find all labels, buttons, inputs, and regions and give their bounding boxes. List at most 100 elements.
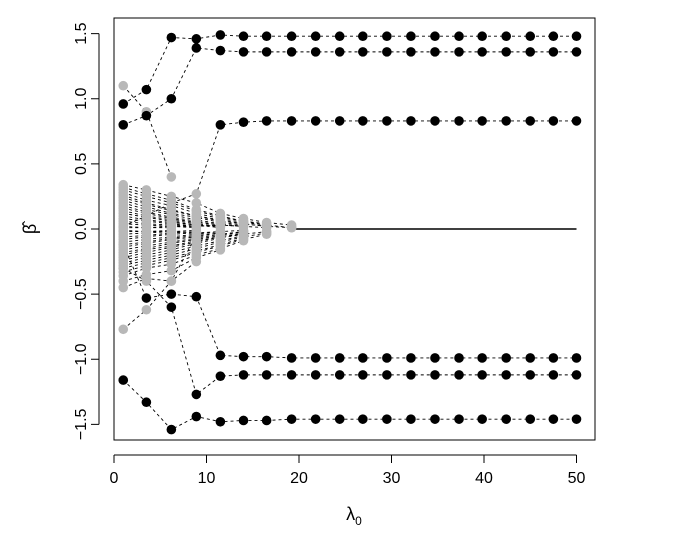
selected-point — [501, 47, 512, 57]
selected-point — [334, 414, 345, 424]
selected-point — [215, 350, 226, 361]
coefficient-points — [118, 30, 582, 435]
selected-point — [166, 289, 177, 299]
selected-point — [358, 414, 368, 424]
selected-point — [310, 47, 321, 57]
selected-point — [571, 116, 582, 126]
selected-point — [191, 389, 202, 400]
unselected-path-line — [123, 225, 172, 229]
selected-point — [191, 34, 202, 44]
selected-point — [215, 30, 226, 40]
selected-point — [548, 353, 559, 363]
selected-point — [525, 116, 536, 126]
x-axis-label-main: λ — [346, 504, 355, 524]
x-tick-label: 10 — [198, 470, 216, 487]
unselected-path-line — [123, 240, 244, 277]
selected-point — [382, 414, 392, 424]
selected-point — [191, 291, 202, 302]
selected-point — [261, 47, 272, 57]
selected-point — [571, 31, 582, 42]
selected-point — [118, 120, 129, 130]
x-tick-label: 30 — [383, 470, 401, 487]
selected-point — [334, 47, 345, 57]
selected-point — [286, 353, 297, 363]
unselected-point — [238, 225, 249, 236]
y-tick-label: −0.5 — [73, 278, 90, 310]
unselected-point — [191, 228, 202, 238]
selected-point — [261, 415, 272, 426]
unselected-point — [118, 239, 129, 250]
x-tick-label: 50 — [568, 470, 586, 487]
selected-point — [118, 99, 129, 109]
selected-point — [238, 351, 249, 362]
selected-point — [548, 31, 559, 42]
unselected-point — [286, 222, 297, 233]
y-axis-label: β̂ — [20, 221, 40, 234]
unselected-point — [166, 265, 177, 276]
selected-point — [406, 414, 416, 424]
selected-point — [454, 47, 464, 57]
unselected-path-line — [123, 218, 197, 227]
unselected-point — [215, 226, 226, 237]
unselected-point — [118, 263, 129, 273]
selected-point — [454, 31, 464, 42]
selected-point — [525, 47, 536, 57]
selected-point — [238, 47, 249, 57]
selected-point — [310, 353, 321, 363]
selected-point — [454, 370, 464, 380]
selected-point — [382, 116, 392, 126]
selected-point — [501, 370, 512, 380]
x-tick-label: 40 — [475, 470, 493, 487]
selected-point — [334, 370, 345, 380]
selected-point — [261, 31, 272, 42]
unselected-point — [166, 172, 177, 182]
unselected-point — [166, 226, 177, 237]
selected-point — [525, 353, 536, 363]
selected-point — [358, 370, 368, 380]
unselected-point — [215, 245, 226, 255]
selected-point — [382, 353, 392, 363]
selected-point — [477, 47, 487, 57]
selected-point — [548, 47, 559, 57]
selected-point — [286, 116, 297, 126]
selected-point — [310, 414, 321, 424]
selected-point — [477, 414, 487, 424]
selected-point — [501, 414, 512, 424]
selected-point — [382, 47, 392, 57]
selected-point — [310, 31, 321, 42]
unselected-point — [118, 221, 129, 232]
selected-point — [477, 116, 487, 126]
unselected-point — [141, 226, 152, 237]
selected-point — [525, 414, 536, 424]
unselected-point — [261, 222, 272, 233]
y-tick-label: 0.0 — [73, 218, 90, 240]
selected-point — [238, 117, 249, 127]
selected-point — [430, 414, 440, 424]
selected-point — [358, 47, 368, 57]
selected-point — [238, 415, 249, 426]
selected-point — [261, 370, 272, 380]
selected-point — [261, 351, 272, 362]
selected-point — [501, 116, 512, 126]
selected-point — [261, 116, 272, 126]
selected-point — [141, 397, 152, 408]
selected-point — [548, 414, 559, 424]
selected-point — [358, 31, 368, 42]
selected-point — [166, 302, 177, 312]
selected-point — [406, 116, 416, 126]
selected-path-line — [123, 47, 577, 126]
selected-point — [548, 116, 559, 126]
y-tick-label: −1.0 — [73, 343, 90, 375]
selected-point — [286, 47, 297, 57]
selected-point — [166, 32, 177, 43]
unselected-point — [191, 189, 202, 199]
unselected-point — [141, 276, 152, 286]
selected-point — [141, 84, 152, 95]
selected-point — [215, 371, 226, 381]
selected-point — [406, 353, 416, 363]
selected-point — [406, 31, 416, 42]
selected-point — [430, 370, 440, 380]
selected-point — [382, 370, 392, 380]
selected-point — [358, 116, 368, 126]
unselected-path-line — [122, 235, 197, 330]
